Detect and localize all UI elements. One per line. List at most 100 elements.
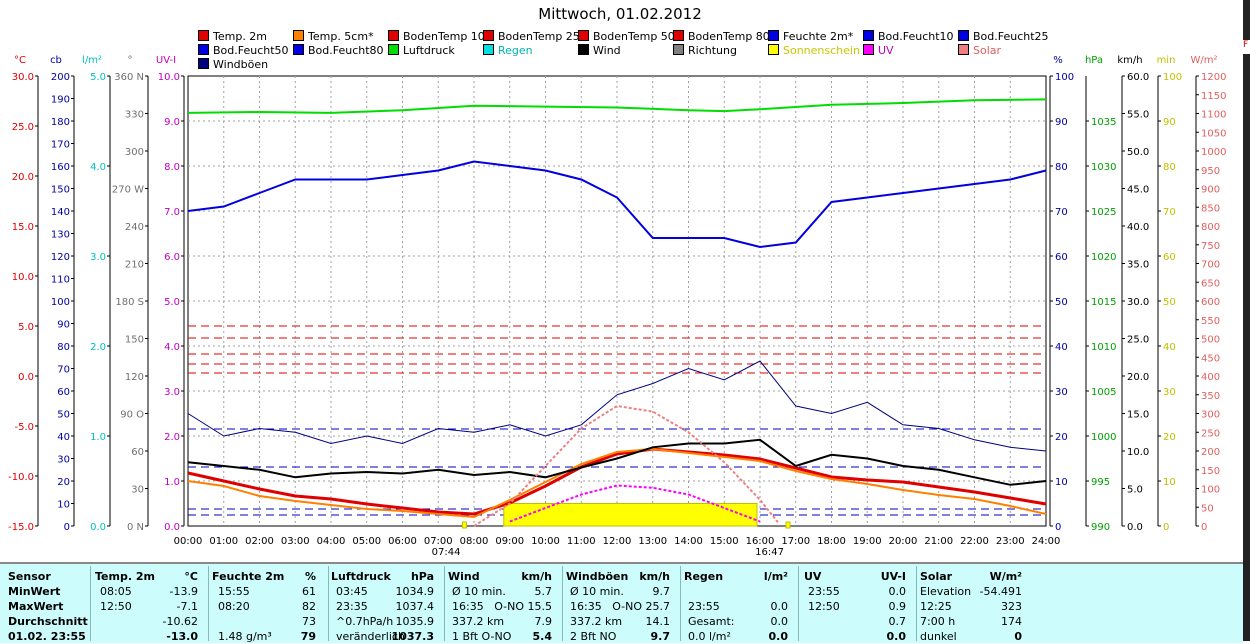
sun-marker bbox=[785, 521, 791, 529]
legend-label: Bod.Feucht25 bbox=[973, 30, 1049, 43]
table-header: °C bbox=[184, 570, 198, 583]
table-cell: Gesamt: bbox=[688, 615, 735, 628]
right-axis-unit: % bbox=[1053, 55, 1063, 66]
legend-label: Luftdruck bbox=[403, 44, 455, 57]
left-axis-tick-label: 330 bbox=[125, 110, 144, 121]
right-axis-tick-label: 100 bbox=[1055, 72, 1074, 83]
left-axis-tick-label: 130 bbox=[51, 230, 70, 241]
table-cell: 12:50 bbox=[100, 600, 132, 613]
right-axis-tick-label: 70 bbox=[1055, 207, 1068, 218]
legend-item: Sonnenschein bbox=[768, 44, 860, 58]
right-axis-tick-label: 1015 bbox=[1091, 297, 1116, 308]
legend-label: BodenTemp 80 bbox=[688, 30, 770, 43]
table-cell: ^0.7hPa/h bbox=[336, 615, 394, 628]
legend-swatch bbox=[673, 44, 684, 55]
legend-item: BodenTemp 10 bbox=[388, 30, 485, 44]
x-tick-label: 08:00 bbox=[460, 536, 489, 547]
left-axis-tick-label: 4.0 bbox=[164, 342, 180, 353]
left-axis-tick-label: 300 bbox=[125, 147, 144, 158]
legend-swatch bbox=[483, 44, 494, 55]
right-axis-unit: hPa bbox=[1085, 55, 1103, 66]
right-axis-tick-label: 1035 bbox=[1091, 117, 1116, 128]
right-axis-tick-label: 400 bbox=[1201, 372, 1220, 383]
right-axis-unit: km/h bbox=[1117, 55, 1142, 66]
left-axis-tick-label: 190 bbox=[51, 95, 70, 106]
legend-label: Solar bbox=[973, 44, 1002, 57]
legend-label: Regen bbox=[498, 44, 533, 57]
legend-item: BodenTemp 50 bbox=[578, 30, 675, 44]
legend-item: BodenTemp 80 bbox=[673, 30, 770, 44]
legend-item: Bod.Feucht50 bbox=[198, 44, 289, 58]
right-axis-tick-label: 100 bbox=[1201, 485, 1220, 496]
left-axis-tick-label: 20.0 bbox=[12, 172, 34, 183]
right-axis-tick-label: 50 bbox=[1055, 297, 1068, 308]
series-line bbox=[187, 98, 1047, 114]
right-axis-tick-label: 60.0 bbox=[1127, 72, 1149, 83]
left-axis-tick-label: 0.0 bbox=[90, 522, 106, 533]
legend-swatch bbox=[863, 30, 874, 41]
legend-label: Temp. 5cm* bbox=[308, 30, 374, 43]
left-axis-tick-label: 90 O bbox=[120, 410, 144, 421]
sun-time-label: 16:47 bbox=[755, 547, 784, 558]
right-axis-tick-label: 150 bbox=[1201, 466, 1220, 477]
left-axis-tick-label: 210 bbox=[125, 260, 144, 271]
legend-label: Bod.Feucht80 bbox=[308, 44, 384, 57]
stats-table: Sensor Temp. 2m °C Feuchte 2m% Luftdruck hPa W… bbox=[0, 562, 1243, 643]
right-axis-tick-label: 10.0 bbox=[1127, 447, 1149, 458]
table-header: Solar bbox=[920, 570, 953, 583]
right-axis-tick-label: 300 bbox=[1201, 410, 1220, 421]
legend-label: Temp. 2m bbox=[213, 30, 268, 43]
table-separator bbox=[562, 566, 563, 641]
left-axis-tick-label: 10 bbox=[57, 500, 70, 511]
right-axis-tick-label: 80 bbox=[1055, 162, 1068, 173]
table-cell: -13.0 bbox=[166, 630, 198, 643]
table-header: hPa bbox=[410, 570, 434, 583]
table-header: UV-I bbox=[880, 570, 906, 583]
x-tick-label: 06:00 bbox=[388, 536, 417, 547]
table-cell: 0.0 bbox=[888, 585, 907, 598]
right-axis-tick-label: 50 bbox=[1163, 297, 1176, 308]
legend-swatch bbox=[768, 30, 779, 41]
legend-swatch bbox=[198, 58, 209, 69]
left-axis-tick-label: 2.0 bbox=[164, 432, 180, 443]
x-tick-label: 12:00 bbox=[603, 536, 632, 547]
table-cell: 08:05 bbox=[100, 585, 132, 598]
table-cell: 0.0 bbox=[768, 630, 789, 643]
table-cell: Elevation bbox=[920, 585, 972, 598]
right-axis-tick-label: 350 bbox=[1201, 391, 1220, 402]
table-cell: 15:55 bbox=[218, 585, 250, 598]
table-header: Feuchte 2m bbox=[212, 570, 285, 583]
legend-item: Luftdruck bbox=[388, 44, 455, 58]
table-cell: 79 bbox=[300, 630, 316, 643]
table-cell: 16:35 bbox=[452, 600, 484, 613]
right-axis-tick-label: 950 bbox=[1201, 166, 1220, 177]
left-axis-tick-label: 25.0 bbox=[12, 122, 34, 133]
table-cell: 12:25 bbox=[920, 600, 952, 613]
table-header: Sensor bbox=[8, 570, 51, 583]
table-cell: 61 bbox=[302, 585, 316, 598]
right-axis-tick-label: 90 bbox=[1055, 117, 1068, 128]
left-axis-tick-label: 180 S bbox=[115, 297, 144, 308]
left-axis-tick-label: 70 bbox=[57, 365, 70, 376]
series-line bbox=[187, 447, 1047, 516]
right-axis-tick-label: 70 bbox=[1163, 207, 1176, 218]
table-cell: 0.0 bbox=[886, 630, 907, 643]
left-axis-tick-label: 140 bbox=[51, 207, 70, 218]
right-axis-tick-label: 55.0 bbox=[1127, 110, 1149, 121]
right-axis-tick-label: 550 bbox=[1201, 316, 1220, 327]
table-cell: 0 bbox=[1014, 630, 1022, 643]
table-cell: -10.62 bbox=[162, 615, 198, 628]
table-separator bbox=[444, 566, 445, 641]
legend-item: Solar bbox=[958, 44, 1001, 58]
table-header: Temp. 2m bbox=[95, 570, 155, 583]
table-separator bbox=[680, 566, 681, 641]
legend-swatch bbox=[198, 44, 209, 55]
table-header: UV bbox=[804, 570, 822, 583]
left-axis-tick-label: 0.0 bbox=[164, 522, 180, 533]
table-cell: 1035.9 bbox=[395, 615, 435, 628]
left-axis-tick-label: 150 bbox=[51, 185, 70, 196]
right-axis-tick-label: 990 bbox=[1091, 522, 1110, 533]
right-axis-tick-label: 20.0 bbox=[1127, 372, 1149, 383]
left-axis-tick-label: 240 bbox=[125, 222, 144, 233]
left-axis-tick-label: -15.0 bbox=[8, 522, 34, 533]
